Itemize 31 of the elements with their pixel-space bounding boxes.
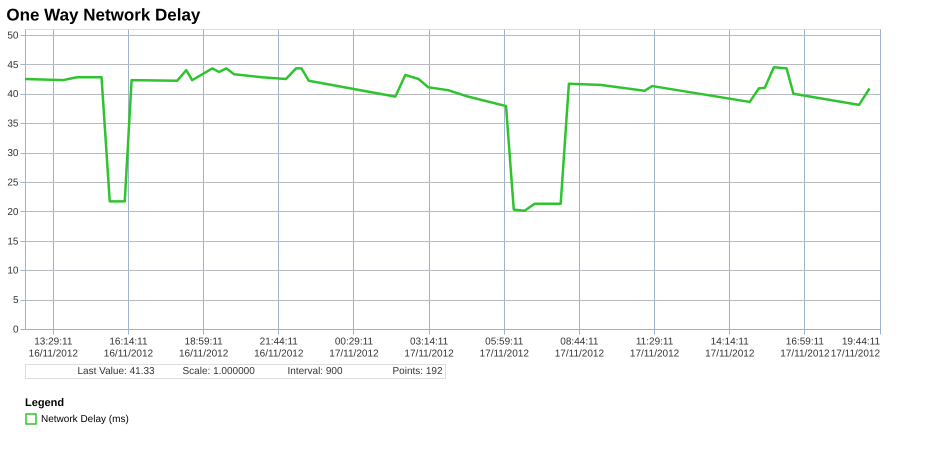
x-tick-label: 11:29:11 17/11/2012 (630, 336, 680, 360)
y-tick-label: 45 (7, 60, 19, 71)
y-tick-label: 0 (12, 324, 19, 336)
line-series (24, 66, 871, 212)
x-tick-label: 14:14:11 17/11/2012 (705, 336, 755, 360)
y-tick-label: 40 (7, 89, 19, 100)
x-tick-label: 19:44:11 17/11/2012 (830, 336, 880, 360)
y-tick-label: 50 (7, 30, 19, 42)
x-tick-label: 21:44:11 16/11/2012 (254, 336, 304, 360)
x-tick-label: 18:59:11 16/11/2012 (178, 336, 229, 360)
text: Points: 192 (392, 366, 443, 377)
legend-label: Network Delay (ms) (41, 414, 129, 425)
x-tick-label: 16:59:11 17/11/2012 (780, 336, 830, 360)
chart-title: One Way Network Delay (6, 6, 201, 24)
x-tick-label: 16:14:11 16/11/2012 (104, 336, 154, 360)
x-tick-label: 00:29:11 17/11/2012 (329, 336, 380, 360)
x-tick-label: 13:29:11 16/11/2012 (28, 336, 78, 360)
y-tick-label: 35 (7, 118, 19, 130)
y-tick-label: 25 (7, 177, 19, 188)
x-tick-label: 03:14:11 17/11/2012 (404, 336, 454, 360)
y-tick-label: 10 (7, 266, 19, 277)
y-tick-label: 5 (12, 295, 19, 306)
text: Scale: 1.000000 (182, 366, 256, 377)
legend-title: Legend (25, 397, 64, 409)
y-tick-label: 15 (7, 236, 19, 248)
text: Interval: 900 (288, 366, 343, 377)
y-tick-label: 30 (7, 148, 19, 160)
x-tick-label: 08:44:11 17/11/2012 (554, 336, 604, 360)
y-tick-label: 20 (7, 206, 19, 218)
x-tick-label: 05:59:11 17/11/2012 (480, 336, 530, 360)
text: Last Value: 41.33 (78, 366, 156, 377)
